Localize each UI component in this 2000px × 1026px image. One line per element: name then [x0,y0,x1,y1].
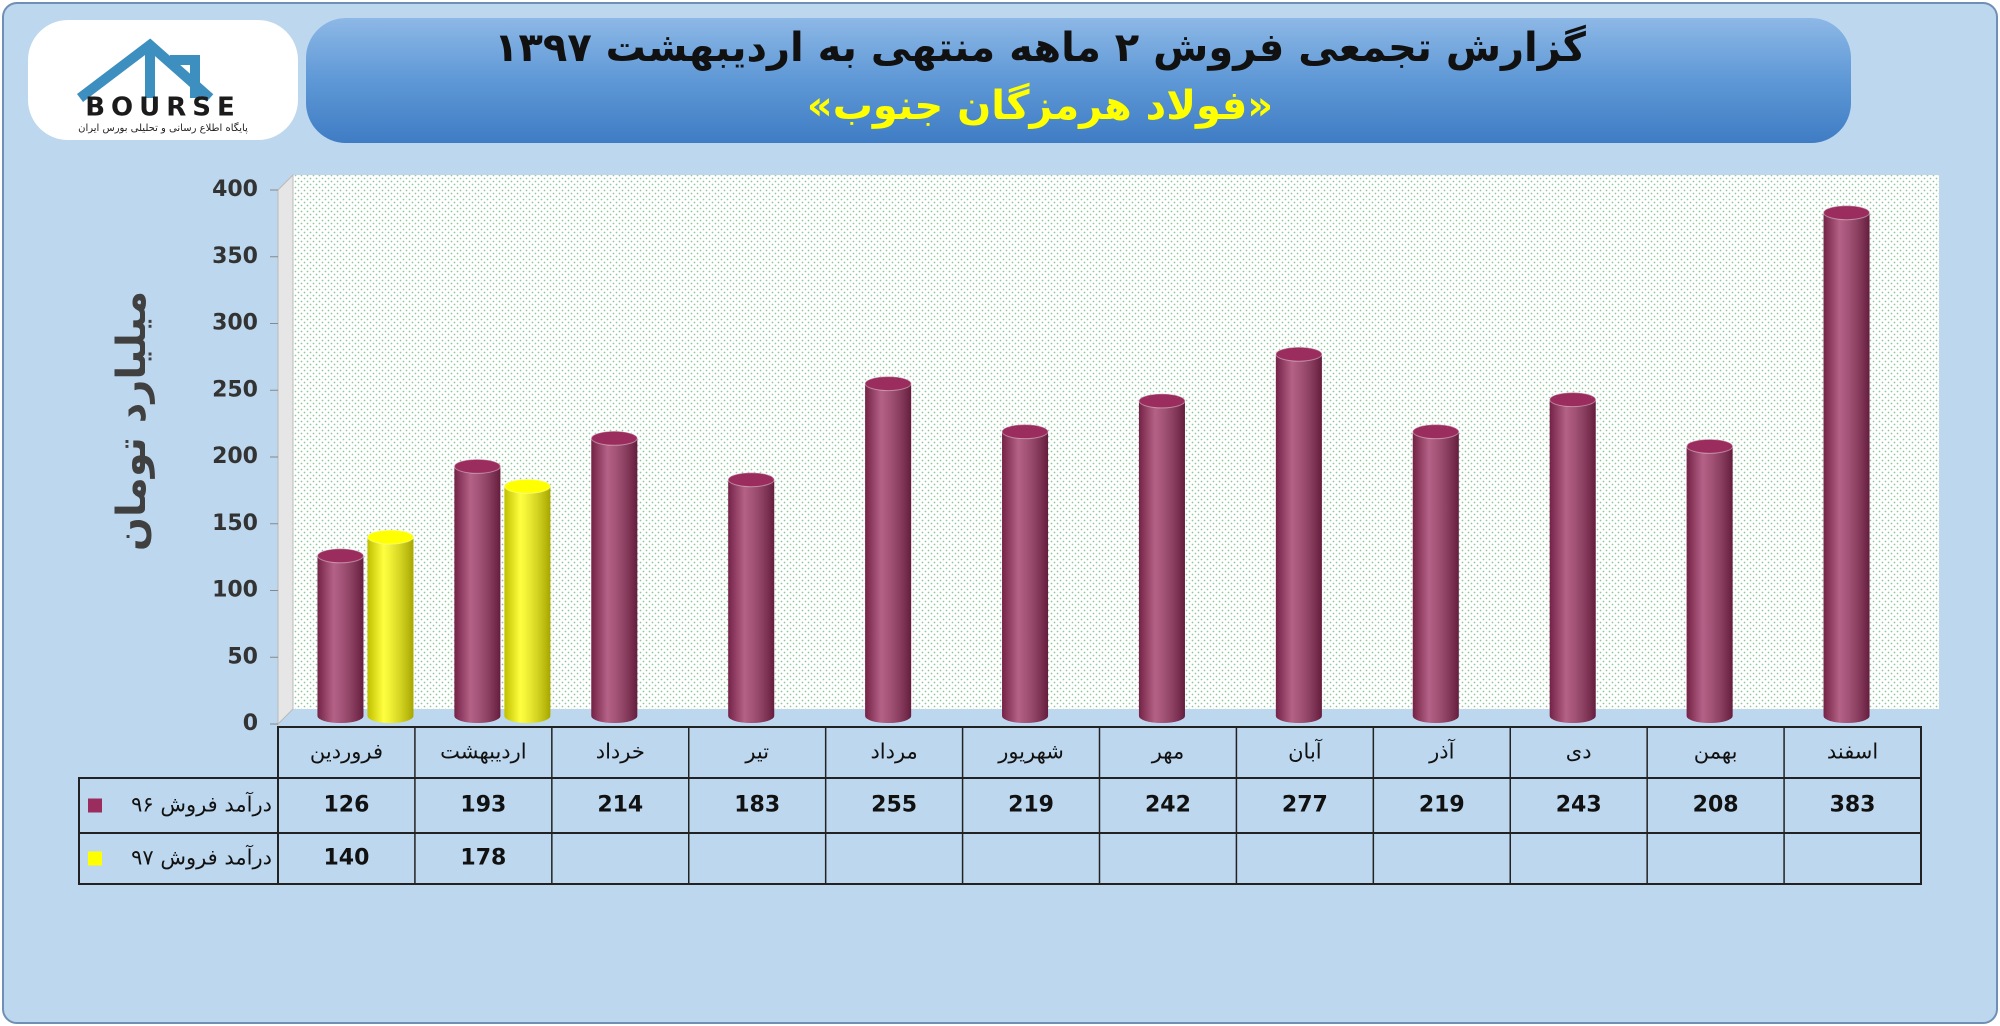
bar-shade [1686,439,1733,724]
bar-shade [1275,347,1322,724]
x-tick-label: فروردین [310,740,383,764]
table-value: 140 [323,846,369,871]
bar-shade [591,431,638,724]
x-tick-label: بهمن [1694,740,1738,764]
table-value: 255 [871,793,917,818]
bar-shade [1002,424,1049,723]
bar-cap [1686,438,1734,454]
legend-swatch [88,851,102,866]
bar-cap [1823,205,1871,221]
bar-shade [1823,205,1870,724]
bar-cap [366,529,414,545]
title-banner [306,18,1851,143]
bar-shade [1412,424,1459,724]
y-tick-label: 300 [212,311,258,336]
table-value: 126 [323,793,369,818]
x-tick-label: اردیبهشت [440,740,527,764]
table-value: 193 [460,793,506,818]
table-value: 243 [1556,793,1602,818]
bar-cap [727,472,775,488]
x-tick-label: مرداد [870,740,917,764]
bar-cap [1275,346,1323,362]
bar-shade [367,530,414,724]
bar-cap [1549,392,1597,408]
bar-shade [1549,392,1596,724]
bar-cap [864,376,912,392]
y-tick-label: 100 [212,578,258,603]
bar-shade [454,459,501,724]
logo: BOURSE پایگاه اطلاع رسانی و تحلیلی بورس … [28,20,298,140]
y-tick-label: 0 [243,711,258,736]
bar-shade [1138,393,1185,724]
x-tick-label: شهریور [997,740,1064,764]
logo-tagline: پایگاه اطلاع رسانی و تحلیلی بورس ایران [78,122,248,134]
bar-shade [865,376,912,724]
bar-cap [453,458,501,474]
table-value: 383 [1830,793,1876,818]
bar-cap [590,430,638,446]
bar-cap [1138,393,1186,409]
table-value: 219 [1419,793,1465,818]
table-value: 214 [597,793,643,818]
y-tick-label: 350 [212,244,258,269]
plot-area [278,175,1939,724]
y-tick-label: 400 [212,177,258,202]
table-value: 208 [1693,793,1739,818]
y-tick-label: 250 [212,377,258,402]
bar-shade [728,472,775,724]
table-value: 183 [734,793,780,818]
side-wall [277,173,294,726]
chart-subtitle: «فولاد هرمزگان جنوب» [807,82,1273,129]
x-tick-label: آذر [1428,739,1455,764]
x-tick-label: آبان [1288,739,1323,764]
logo-text: BOURSE [85,93,241,123]
table-value: 242 [1145,793,1191,818]
y-tick-label: 200 [212,444,258,469]
table-value: 277 [1282,793,1328,818]
x-tick-label: خرداد [596,740,645,764]
chart-title: گزارش تجمعی فروش ۲ ماهه منتهی به اردیبهش… [494,24,1587,71]
legend-label: درآمد فروش ۹۶ [131,792,272,817]
x-tick-label: اسفند [1827,740,1878,764]
y-tick-label: 50 [227,644,258,669]
legend-label: درآمد فروش ۹۷ [131,845,272,870]
bar-shade [317,548,364,724]
bar-cap [316,548,364,564]
table-value: 178 [460,846,506,871]
bar-cap [1412,424,1460,440]
legend-swatch [88,798,102,813]
y-axis-label: میلیارد تومان [109,291,155,551]
bar-cap [1001,424,1049,440]
x-tick-label: مهر [1151,740,1185,764]
table-value: 219 [1008,793,1054,818]
x-tick-label: دی [1566,740,1592,764]
x-tick-label: تیر [744,740,769,764]
y-tick-label: 150 [212,511,258,536]
bar-cap [503,478,551,494]
bar-shade [504,479,551,724]
